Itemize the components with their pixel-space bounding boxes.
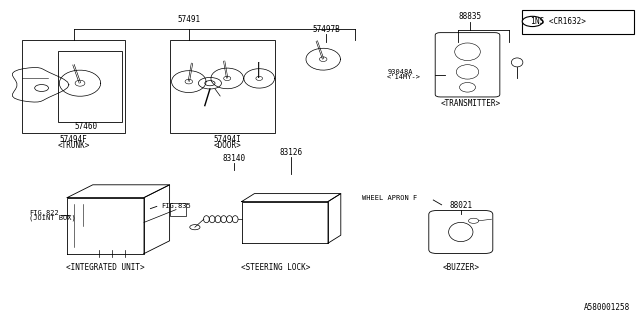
Text: <'14MY->: <'14MY->: [387, 75, 421, 80]
Text: FIG.835: FIG.835: [161, 204, 191, 209]
Text: 57460: 57460: [75, 122, 98, 131]
Bar: [22, 40, 125, 133]
Text: <BUZZER>: <BUZZER>: [442, 263, 479, 272]
Circle shape: [522, 16, 543, 27]
Text: 57494I: 57494I: [213, 135, 241, 144]
Bar: [170, 203, 186, 216]
Text: NS <CR1632>: NS <CR1632>: [534, 17, 586, 26]
Text: WHEEL APRON F: WHEEL APRON F: [362, 196, 417, 201]
Text: 83140: 83140: [222, 154, 245, 163]
Text: 57491: 57491: [177, 15, 200, 24]
Text: <STEERING LOCK>: <STEERING LOCK>: [241, 263, 310, 272]
Text: (JOINT BOX): (JOINT BOX): [29, 215, 76, 221]
Bar: [170, 40, 275, 133]
Text: 83126: 83126: [280, 148, 303, 157]
Text: <TRUNK>: <TRUNK>: [58, 141, 90, 150]
Bar: [58, 51, 122, 122]
Text: 88835: 88835: [459, 12, 482, 21]
Text: A580001258: A580001258: [584, 303, 630, 312]
Text: <DOOR>: <DOOR>: [213, 141, 241, 150]
Text: 1: 1: [530, 17, 535, 26]
Text: FIG.822: FIG.822: [29, 210, 58, 216]
Bar: [522, 10, 634, 34]
Text: <TRANSMITTER>: <TRANSMITTER>: [440, 99, 500, 108]
Text: <INTEGRATED UNIT>: <INTEGRATED UNIT>: [67, 263, 145, 272]
Text: 93048A: 93048A: [387, 69, 413, 75]
Text: 88021: 88021: [449, 201, 472, 210]
Text: 57494F: 57494F: [60, 135, 88, 144]
Text: 57497B: 57497B: [312, 25, 340, 34]
